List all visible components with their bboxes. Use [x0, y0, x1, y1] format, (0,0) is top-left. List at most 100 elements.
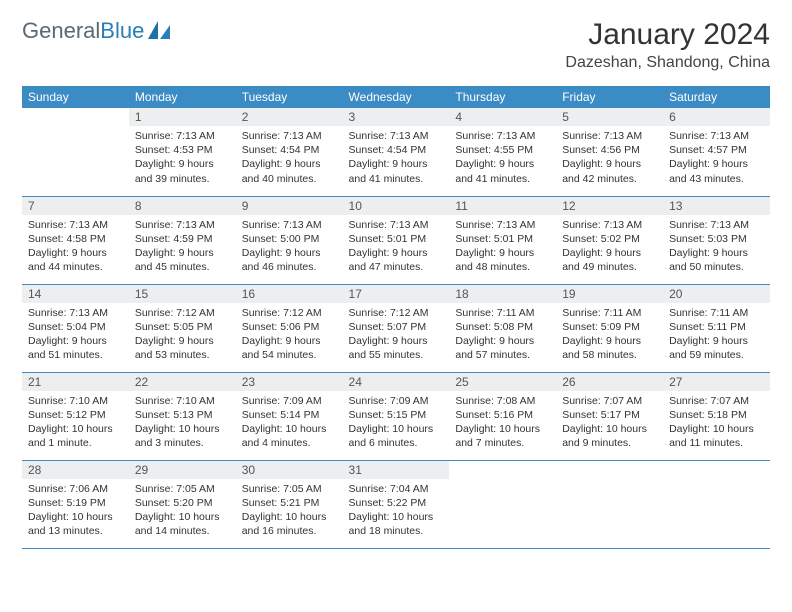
daylight-text: Daylight: 10 hours and 7 minutes.	[455, 422, 550, 450]
day-number: 26	[556, 373, 663, 391]
day-number: 13	[663, 197, 770, 215]
sunset-text: Sunset: 5:01 PM	[455, 232, 550, 246]
day-number: 9	[236, 197, 343, 215]
location: Dazeshan, Shandong, China	[565, 54, 770, 72]
sunset-text: Sunset: 5:13 PM	[135, 408, 230, 422]
calendar-cell: 3Sunrise: 7:13 AMSunset: 4:54 PMDaylight…	[343, 108, 450, 196]
daylight-text: Daylight: 9 hours and 57 minutes.	[455, 334, 550, 362]
sunrise-text: Sunrise: 7:13 AM	[28, 218, 123, 232]
weekday-header: Tuesday	[236, 86, 343, 108]
day-content: Sunrise: 7:05 AMSunset: 5:20 PMDaylight:…	[129, 479, 236, 545]
calendar-cell: 18Sunrise: 7:11 AMSunset: 5:08 PMDayligh…	[449, 284, 556, 372]
day-number: 11	[449, 197, 556, 215]
weekday-header: Saturday	[663, 86, 770, 108]
calendar-cell: 25Sunrise: 7:08 AMSunset: 5:16 PMDayligh…	[449, 372, 556, 460]
day-content: Sunrise: 7:08 AMSunset: 5:16 PMDaylight:…	[449, 391, 556, 457]
day-number: 12	[556, 197, 663, 215]
day-number: 14	[22, 285, 129, 303]
calendar-cell: 2Sunrise: 7:13 AMSunset: 4:54 PMDaylight…	[236, 108, 343, 196]
daylight-text: Daylight: 10 hours and 13 minutes.	[28, 510, 123, 538]
sunset-text: Sunset: 5:15 PM	[349, 408, 444, 422]
calendar-cell	[22, 108, 129, 196]
weekday-header: Sunday	[22, 86, 129, 108]
day-number: 31	[343, 461, 450, 479]
day-content: Sunrise: 7:13 AMSunset: 5:03 PMDaylight:…	[663, 215, 770, 281]
sunset-text: Sunset: 4:54 PM	[349, 143, 444, 157]
calendar-cell: 4Sunrise: 7:13 AMSunset: 4:55 PMDaylight…	[449, 108, 556, 196]
daylight-text: Daylight: 9 hours and 51 minutes.	[28, 334, 123, 362]
day-number-bar	[22, 108, 129, 126]
daylight-text: Daylight: 9 hours and 40 minutes.	[242, 157, 337, 185]
day-content: Sunrise: 7:10 AMSunset: 5:12 PMDaylight:…	[22, 391, 129, 457]
calendar-cell: 11Sunrise: 7:13 AMSunset: 5:01 PMDayligh…	[449, 196, 556, 284]
sunset-text: Sunset: 5:22 PM	[349, 496, 444, 510]
day-number-bar	[449, 461, 556, 479]
calendar-cell: 14Sunrise: 7:13 AMSunset: 5:04 PMDayligh…	[22, 284, 129, 372]
calendar-week-row: 28Sunrise: 7:06 AMSunset: 5:19 PMDayligh…	[22, 460, 770, 548]
day-number: 8	[129, 197, 236, 215]
sunset-text: Sunset: 5:09 PM	[562, 320, 657, 334]
sunset-text: Sunset: 5:18 PM	[669, 408, 764, 422]
daylight-text: Daylight: 9 hours and 42 minutes.	[562, 157, 657, 185]
day-number: 19	[556, 285, 663, 303]
daylight-text: Daylight: 9 hours and 46 minutes.	[242, 246, 337, 274]
sunset-text: Sunset: 5:21 PM	[242, 496, 337, 510]
sunset-text: Sunset: 4:56 PM	[562, 143, 657, 157]
sunset-text: Sunset: 5:08 PM	[455, 320, 550, 334]
sunrise-text: Sunrise: 7:13 AM	[28, 306, 123, 320]
daylight-text: Daylight: 10 hours and 11 minutes.	[669, 422, 764, 450]
sunrise-text: Sunrise: 7:13 AM	[455, 129, 550, 143]
day-content: Sunrise: 7:13 AMSunset: 4:57 PMDaylight:…	[663, 126, 770, 192]
sunrise-text: Sunrise: 7:13 AM	[669, 129, 764, 143]
day-content: Sunrise: 7:13 AMSunset: 4:58 PMDaylight:…	[22, 215, 129, 281]
sunset-text: Sunset: 5:03 PM	[669, 232, 764, 246]
day-number: 5	[556, 108, 663, 126]
daylight-text: Daylight: 9 hours and 47 minutes.	[349, 246, 444, 274]
logo-text-gray: General	[22, 18, 100, 44]
day-content: Sunrise: 7:13 AMSunset: 4:54 PMDaylight:…	[343, 126, 450, 192]
day-content: Sunrise: 7:13 AMSunset: 4:54 PMDaylight:…	[236, 126, 343, 192]
weekday-header: Friday	[556, 86, 663, 108]
daylight-text: Daylight: 10 hours and 6 minutes.	[349, 422, 444, 450]
calendar-cell: 9Sunrise: 7:13 AMSunset: 5:00 PMDaylight…	[236, 196, 343, 284]
calendar-cell: 19Sunrise: 7:11 AMSunset: 5:09 PMDayligh…	[556, 284, 663, 372]
day-number: 27	[663, 373, 770, 391]
sunset-text: Sunset: 5:12 PM	[28, 408, 123, 422]
sunrise-text: Sunrise: 7:13 AM	[562, 129, 657, 143]
day-number-bar	[556, 461, 663, 479]
sunset-text: Sunset: 5:20 PM	[135, 496, 230, 510]
day-content: Sunrise: 7:12 AMSunset: 5:06 PMDaylight:…	[236, 303, 343, 369]
daylight-text: Daylight: 10 hours and 1 minute.	[28, 422, 123, 450]
logo-sail-icon	[148, 21, 172, 41]
sunrise-text: Sunrise: 7:05 AM	[135, 482, 230, 496]
weekday-header: Thursday	[449, 86, 556, 108]
daylight-text: Daylight: 10 hours and 3 minutes.	[135, 422, 230, 450]
day-content: Sunrise: 7:04 AMSunset: 5:22 PMDaylight:…	[343, 479, 450, 545]
sunset-text: Sunset: 5:11 PM	[669, 320, 764, 334]
daylight-text: Daylight: 9 hours and 41 minutes.	[455, 157, 550, 185]
calendar-cell: 10Sunrise: 7:13 AMSunset: 5:01 PMDayligh…	[343, 196, 450, 284]
day-content: Sunrise: 7:13 AMSunset: 4:53 PMDaylight:…	[129, 126, 236, 192]
daylight-text: Daylight: 9 hours and 45 minutes.	[135, 246, 230, 274]
daylight-text: Daylight: 9 hours and 58 minutes.	[562, 334, 657, 362]
sunset-text: Sunset: 5:02 PM	[562, 232, 657, 246]
sunrise-text: Sunrise: 7:12 AM	[242, 306, 337, 320]
calendar-table: Sunday Monday Tuesday Wednesday Thursday…	[22, 86, 770, 549]
day-content: Sunrise: 7:13 AMSunset: 5:01 PMDaylight:…	[343, 215, 450, 281]
calendar-cell: 16Sunrise: 7:12 AMSunset: 5:06 PMDayligh…	[236, 284, 343, 372]
day-number: 17	[343, 285, 450, 303]
calendar-cell: 1Sunrise: 7:13 AMSunset: 4:53 PMDaylight…	[129, 108, 236, 196]
day-content: Sunrise: 7:11 AMSunset: 5:09 PMDaylight:…	[556, 303, 663, 369]
sunrise-text: Sunrise: 7:05 AM	[242, 482, 337, 496]
calendar-cell: 24Sunrise: 7:09 AMSunset: 5:15 PMDayligh…	[343, 372, 450, 460]
day-number: 21	[22, 373, 129, 391]
calendar-cell: 12Sunrise: 7:13 AMSunset: 5:02 PMDayligh…	[556, 196, 663, 284]
day-number: 3	[343, 108, 450, 126]
sunrise-text: Sunrise: 7:13 AM	[562, 218, 657, 232]
calendar-cell: 23Sunrise: 7:09 AMSunset: 5:14 PMDayligh…	[236, 372, 343, 460]
day-content: Sunrise: 7:13 AMSunset: 4:59 PMDaylight:…	[129, 215, 236, 281]
sunrise-text: Sunrise: 7:07 AM	[669, 394, 764, 408]
day-number: 25	[449, 373, 556, 391]
daylight-text: Daylight: 9 hours and 39 minutes.	[135, 157, 230, 185]
calendar-week-row: 1Sunrise: 7:13 AMSunset: 4:53 PMDaylight…	[22, 108, 770, 196]
